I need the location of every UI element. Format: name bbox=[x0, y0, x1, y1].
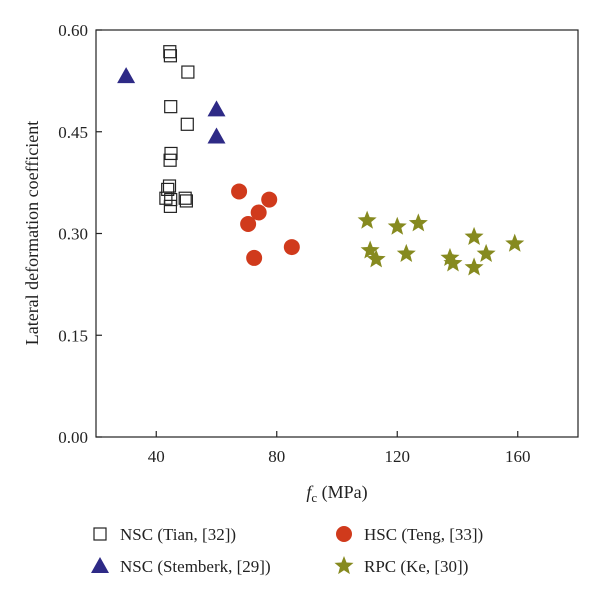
y-tick-label: 0.15 bbox=[58, 326, 88, 345]
x-tick-label: 40 bbox=[148, 447, 165, 466]
plot-frame bbox=[95, 29, 579, 438]
data-point bbox=[396, 243, 416, 262]
legend-label: HSC (Teng, [33]) bbox=[364, 525, 483, 544]
data-point bbox=[261, 191, 278, 208]
legend-label: RPC (Ke, [30]) bbox=[364, 557, 468, 576]
x-axis-title-subscript: c bbox=[311, 490, 317, 505]
data-point bbox=[180, 117, 194, 131]
data-point bbox=[161, 182, 175, 197]
data-point bbox=[163, 199, 178, 213]
data-point bbox=[163, 153, 177, 167]
data-point bbox=[443, 253, 463, 272]
legend-marker bbox=[336, 526, 352, 542]
legend-marker bbox=[91, 557, 109, 573]
data-point bbox=[464, 257, 484, 276]
data-point bbox=[387, 216, 407, 235]
y-tick-label: 0.00 bbox=[58, 428, 88, 447]
x-tick-label: 80 bbox=[268, 447, 285, 466]
legend-label: NSC (Tian, [32]) bbox=[120, 525, 236, 544]
data-point bbox=[440, 247, 460, 267]
data-point bbox=[117, 67, 136, 84]
x-axis-title-unit: (MPa) bbox=[317, 482, 368, 503]
data-point bbox=[163, 45, 177, 59]
data-point bbox=[207, 100, 226, 117]
data-point bbox=[164, 192, 178, 207]
legend-marker bbox=[93, 527, 107, 541]
y-tick-label: 0.45 bbox=[58, 123, 88, 142]
data-point bbox=[178, 191, 192, 205]
data-point bbox=[357, 210, 377, 229]
data-point bbox=[181, 65, 195, 79]
data-point bbox=[246, 249, 263, 266]
data-point bbox=[240, 216, 257, 233]
x-tick-label: 160 bbox=[505, 447, 531, 466]
y-tick-label: 0.60 bbox=[58, 21, 88, 40]
data-point bbox=[164, 100, 178, 114]
data-point bbox=[366, 249, 386, 268]
data-point bbox=[207, 127, 226, 144]
x-axis-title-symbol: f bbox=[306, 482, 314, 502]
data-point bbox=[159, 191, 173, 205]
data-point bbox=[360, 240, 380, 259]
x-tick-label: 120 bbox=[385, 447, 411, 466]
x-axis-title: fc (MPa) bbox=[306, 482, 367, 505]
legend-marker bbox=[334, 556, 354, 575]
data-point bbox=[250, 204, 267, 221]
data-point bbox=[164, 146, 178, 161]
data-point bbox=[505, 233, 525, 252]
legend-label: NSC (Stemberk, [29]) bbox=[120, 557, 271, 576]
series-4 bbox=[357, 210, 525, 276]
data-point bbox=[283, 239, 300, 256]
data-point bbox=[476, 243, 496, 262]
y-tick-label: 0.30 bbox=[58, 225, 88, 244]
series-1 bbox=[159, 45, 195, 213]
data-point bbox=[231, 183, 248, 200]
series-3 bbox=[231, 183, 300, 266]
y-axis-title: Lateral deformation coefficient bbox=[22, 121, 42, 346]
data-point bbox=[464, 226, 484, 245]
legend: NSC (Tian, [32]) NSC (Stemberk, [29]) HSC … bbox=[91, 525, 483, 576]
data-point bbox=[179, 194, 193, 208]
data-point bbox=[408, 213, 428, 232]
series-2 bbox=[117, 67, 226, 144]
data-point bbox=[163, 49, 178, 63]
